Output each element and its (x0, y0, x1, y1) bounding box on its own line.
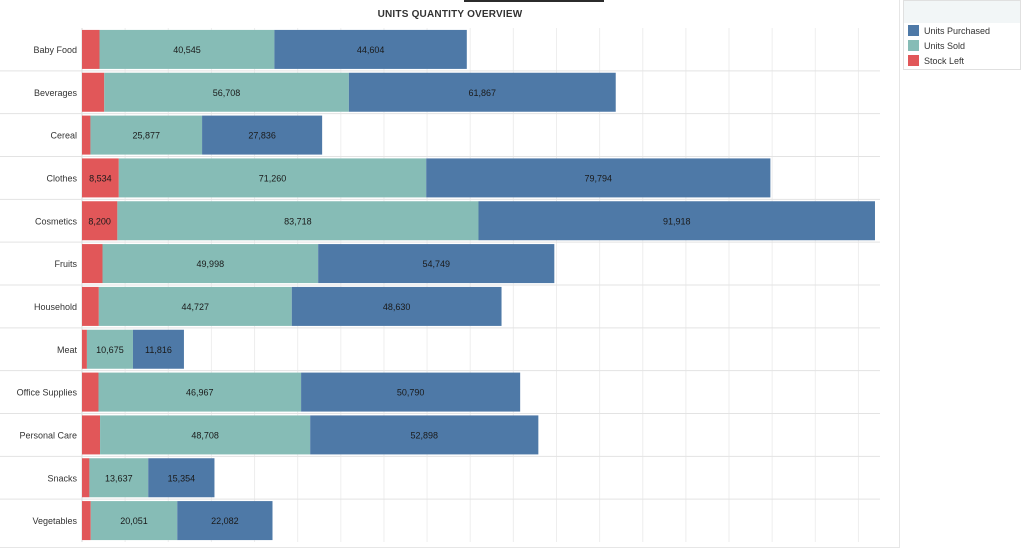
bar-units-sold (90, 501, 178, 541)
legend-label: Units Purchased (924, 25, 991, 36)
category-label: Office Supplies (17, 388, 78, 398)
stacked-bar-chart: Baby Food 40,545 44,604 Beverages 56,708 61,8… (0, 28, 880, 542)
data-label: 48,630 (383, 302, 411, 312)
chart-title: UNITS QUANTITY OVERVIEW (377, 9, 523, 20)
bar-units-sold (102, 244, 319, 284)
data-label: 49,998 (197, 259, 225, 269)
bar-units-purchased (274, 29, 467, 69)
bar-units-sold (117, 201, 479, 241)
data-label: 8,200 (88, 216, 111, 226)
data-label: 61,867 (469, 88, 497, 98)
data-label: 22,082 (211, 516, 239, 526)
bar-units-purchased (478, 201, 875, 241)
data-label: 91,918 (663, 216, 691, 226)
legend-item-units-sold[interactable]: Units Sold (904, 38, 1020, 53)
bar-stock-left (82, 372, 99, 412)
data-label: 44,727 (182, 302, 210, 312)
legend-swatch-units-sold (908, 40, 919, 51)
bar-units-purchased (318, 244, 555, 284)
bar-units-purchased (148, 458, 215, 498)
legend-swatch-stock-left (908, 55, 919, 66)
legend-item-units-purchased[interactable]: Units Purchased (904, 23, 1020, 38)
data-label: 40,545 (173, 45, 201, 55)
bar-units-sold (118, 158, 427, 198)
legend-swatch-units-purchased (908, 25, 919, 36)
bar-stock-left (82, 286, 99, 326)
legend: Units Purchased Units Sold Stock Left (903, 0, 1021, 70)
bar-units-sold (98, 372, 302, 412)
bar-stock-left (82, 72, 105, 112)
data-label: 46,967 (186, 388, 214, 398)
bar-units-purchased (291, 286, 502, 326)
category-label: Vegetables (32, 516, 77, 526)
bar-units-sold (100, 415, 311, 455)
data-label: 44,604 (357, 45, 385, 55)
bar-stock-left (82, 329, 87, 369)
bar-units-sold (104, 72, 349, 112)
bar-units-sold (99, 29, 275, 69)
bar-stock-left (82, 458, 90, 498)
chart-panel: UNITS QUANTITY OVERVIEW Baby Food 40,545 4… (0, 0, 900, 548)
category-label: Household (34, 302, 77, 312)
bar-units-purchased (348, 72, 616, 112)
bar-units-sold (89, 458, 149, 498)
category-label: Cereal (50, 131, 77, 141)
bar-units-purchased (177, 501, 273, 541)
category-label: Beverages (34, 88, 78, 98)
data-label: 79,794 (585, 173, 613, 183)
bar-stock-left (82, 29, 100, 69)
bar-units-sold (90, 115, 203, 155)
category-label: Cosmetics (35, 216, 78, 226)
data-label: 52,898 (410, 430, 438, 440)
data-label: 11,816 (145, 345, 172, 355)
data-label: 48,708 (191, 430, 219, 440)
bar-units-purchased (301, 372, 521, 412)
data-label: 25,877 (132, 131, 160, 141)
category-label: Baby Food (33, 45, 77, 55)
category-label: Clothes (46, 173, 77, 183)
legend-header (904, 1, 1020, 23)
legend-item-stock-left[interactable]: Stock Left (904, 53, 1020, 68)
data-label: 56,708 (213, 88, 241, 98)
data-label: 20,051 (120, 516, 148, 526)
bar-units-purchased (202, 115, 323, 155)
bar-stock-left (82, 158, 119, 198)
top-accent-line (464, 0, 604, 2)
data-label: 54,749 (422, 259, 450, 269)
data-label: 27,836 (248, 131, 276, 141)
category-label: Meat (57, 345, 78, 355)
data-label: 8,534 (89, 173, 112, 183)
bar-units-purchased (310, 415, 539, 455)
category-label: Snacks (47, 473, 77, 483)
data-label: 71,260 (259, 173, 287, 183)
bar-units-sold (86, 329, 133, 369)
data-label: 13,637 (105, 473, 133, 483)
bar-stock-left (82, 244, 103, 284)
data-label: 50,790 (397, 388, 425, 398)
bar-stock-left (82, 201, 118, 241)
bar-units-sold (98, 286, 292, 326)
data-label: 15,354 (168, 473, 196, 483)
legend-label: Stock Left (924, 55, 965, 66)
legend-label: Units Sold (924, 40, 966, 51)
bar-stock-left (82, 415, 101, 455)
data-label: 83,718 (284, 216, 312, 226)
bar-stock-left (82, 501, 91, 541)
category-label: Personal Care (19, 430, 77, 440)
bar-units-purchased (132, 329, 184, 369)
bar-units-purchased (426, 158, 771, 198)
category-label: Fruits (55, 259, 78, 269)
bar-stock-left (82, 115, 91, 155)
data-label: 10,675 (96, 345, 124, 355)
